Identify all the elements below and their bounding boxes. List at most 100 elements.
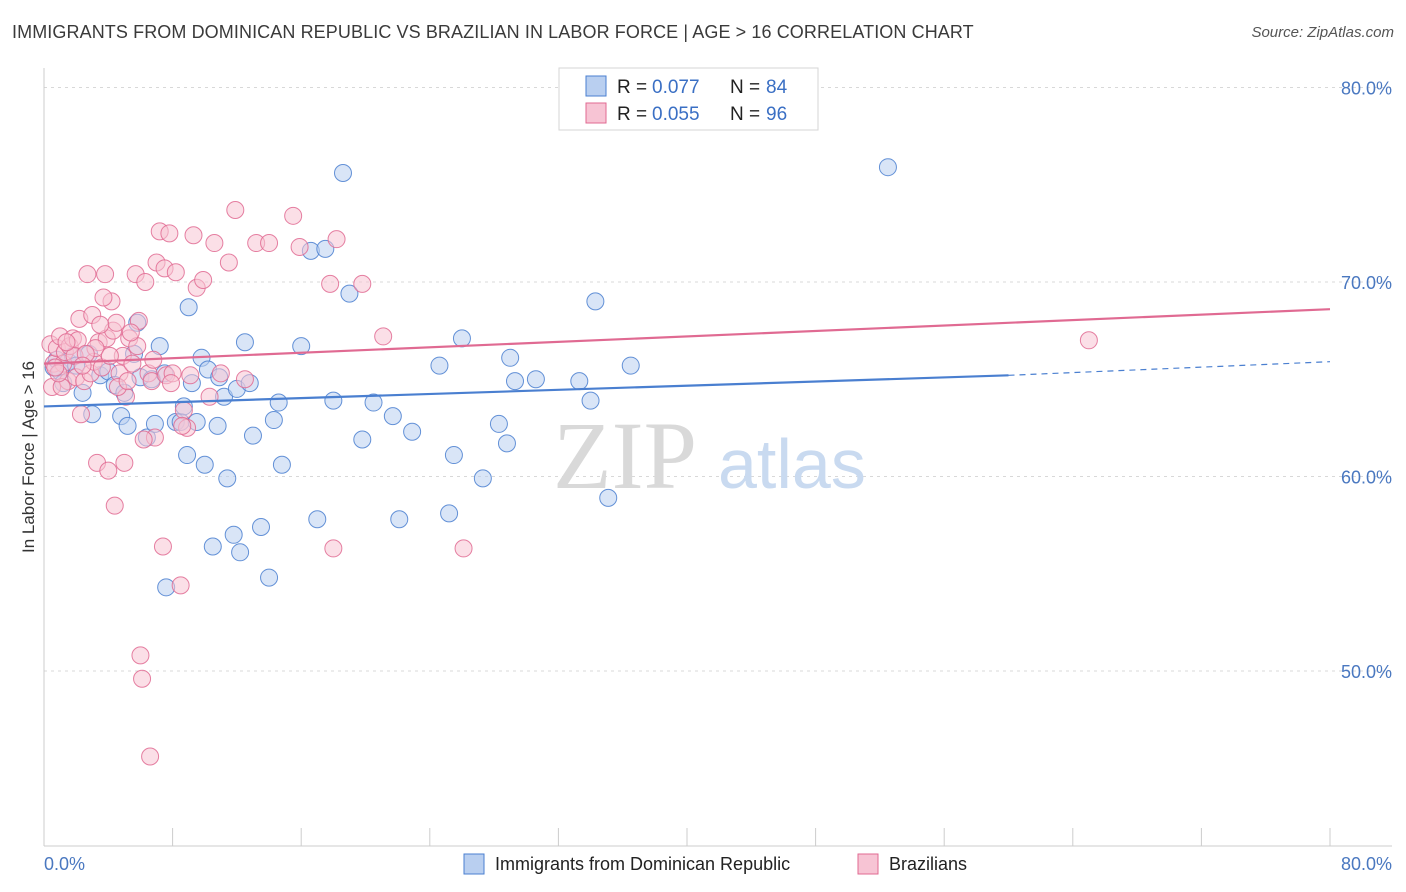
point-dominican-72 bbox=[526, 370, 545, 389]
point-brazilians-80 bbox=[161, 374, 180, 393]
point-dominican-33 bbox=[195, 455, 214, 474]
point-dominican-57 bbox=[340, 284, 359, 303]
point-dominican-45 bbox=[243, 426, 262, 445]
y-tick-label-50: 50.0% bbox=[1341, 662, 1392, 682]
point-dominican-65 bbox=[444, 446, 463, 465]
point-brazilians-67 bbox=[321, 274, 340, 293]
point-dominican-61 bbox=[390, 510, 409, 529]
point-dominican-51 bbox=[292, 337, 311, 356]
legend-n-value-brazilians: 96 bbox=[766, 104, 787, 125]
x-tick-label-max: 80.0% bbox=[1341, 854, 1392, 874]
point-dominican-67 bbox=[473, 469, 492, 488]
point-brazilians-88 bbox=[46, 358, 65, 377]
point-dominican-15 bbox=[118, 416, 137, 435]
point-brazilians-66 bbox=[290, 237, 309, 256]
point-brazilians-79 bbox=[134, 430, 153, 449]
point-brazilians-38 bbox=[136, 272, 155, 291]
point-brazilians-53 bbox=[181, 366, 200, 385]
point-dominican-36 bbox=[208, 416, 227, 435]
y-axis-title: In Labor Force | Age > 16 bbox=[19, 361, 38, 553]
point-dominican-76 bbox=[599, 488, 618, 507]
point-dominican-63 bbox=[430, 356, 449, 375]
point-brazilians-47 bbox=[160, 224, 179, 243]
data-points bbox=[41, 158, 1098, 766]
point-brazilians-71 bbox=[374, 327, 393, 346]
point-dominican-46 bbox=[252, 518, 271, 537]
legend: R = 0.077 N = 84 R = 0.055 N = 96 bbox=[558, 67, 819, 131]
point-brazilians-51 bbox=[174, 401, 193, 420]
point-dominican-58 bbox=[353, 430, 372, 449]
point-brazilians-23 bbox=[99, 461, 118, 480]
point-brazilians-14 bbox=[78, 265, 97, 284]
point-brazilians-27 bbox=[107, 313, 126, 332]
point-brazilians-61 bbox=[226, 200, 245, 219]
watermark-atlas: atlas bbox=[718, 425, 866, 503]
trend-lines bbox=[43, 308, 1331, 408]
axes bbox=[43, 68, 1392, 847]
point-brazilians-37 bbox=[133, 669, 152, 688]
point-brazilians-94 bbox=[141, 747, 160, 766]
point-dominican-48 bbox=[264, 411, 283, 430]
legend-r-label-brazilians: R = bbox=[617, 104, 647, 125]
legend-n-value-dominican: 84 bbox=[766, 77, 788, 98]
bottom-legend-swatch-brazilians bbox=[857, 853, 879, 875]
point-brazilians-84 bbox=[94, 288, 113, 307]
point-dominican-77 bbox=[621, 356, 640, 375]
point-dominican-55 bbox=[324, 391, 343, 410]
point-dominican-66 bbox=[452, 329, 471, 348]
bottom-legend-swatch-dominican bbox=[463, 853, 485, 875]
point-brazilians-89 bbox=[57, 333, 76, 352]
x-tick-label-min: 0.0% bbox=[44, 854, 85, 874]
point-dominican-71 bbox=[505, 372, 524, 391]
trend-line-dominican bbox=[43, 374, 1009, 408]
point-brazilians-60 bbox=[219, 253, 238, 272]
watermark: ZIP atlas bbox=[553, 402, 866, 509]
point-brazilians-91 bbox=[91, 315, 110, 334]
bottom-legend: Immigrants from Dominican Republic Brazi… bbox=[463, 853, 967, 875]
point-brazilians-69 bbox=[327, 230, 346, 249]
legend-swatch-dominican bbox=[585, 75, 607, 97]
point-dominican-50 bbox=[272, 455, 291, 474]
point-dominican-47 bbox=[260, 568, 279, 587]
point-brazilians-30 bbox=[115, 453, 134, 472]
point-brazilians-90 bbox=[73, 356, 92, 375]
point-dominican-43 bbox=[235, 333, 254, 352]
point-brazilians-12 bbox=[71, 405, 90, 424]
point-dominican-64 bbox=[440, 504, 459, 523]
point-dominican-53 bbox=[308, 510, 327, 529]
point-dominican-60 bbox=[383, 407, 402, 426]
point-brazilians-81 bbox=[173, 416, 192, 435]
point-dominican-56 bbox=[333, 164, 352, 183]
y-tick-label-70: 70.0% bbox=[1341, 273, 1392, 293]
point-brazilians-57 bbox=[200, 387, 219, 406]
chart-source: Source: ZipAtlas.com bbox=[1251, 24, 1394, 41]
point-brazilians-26 bbox=[105, 496, 124, 515]
point-dominican-42 bbox=[231, 543, 250, 562]
point-brazilians-72 bbox=[454, 539, 473, 558]
point-dominican-29 bbox=[179, 298, 198, 317]
point-dominican-73 bbox=[570, 372, 589, 391]
point-dominican-68 bbox=[489, 414, 508, 433]
point-brazilians-56 bbox=[194, 271, 213, 290]
point-dominican-78 bbox=[878, 158, 897, 177]
point-dominican-69 bbox=[497, 434, 516, 453]
point-dominican-35 bbox=[203, 537, 222, 556]
point-dominican-70 bbox=[501, 348, 520, 367]
point-brazilians-73 bbox=[1079, 331, 1098, 350]
legend-swatch-brazilians bbox=[585, 102, 607, 124]
point-brazilians-44 bbox=[153, 537, 172, 556]
bottom-legend-label-dominican: Immigrants from Dominican Republic bbox=[495, 854, 790, 874]
point-brazilians-64 bbox=[260, 234, 279, 253]
point-brazilians-65 bbox=[284, 206, 303, 225]
point-brazilians-62 bbox=[235, 370, 254, 389]
point-brazilians-21 bbox=[96, 265, 115, 284]
y-tick-label-60: 60.0% bbox=[1341, 467, 1392, 487]
point-brazilians-93 bbox=[118, 372, 137, 391]
point-dominican-28 bbox=[178, 446, 197, 465]
point-dominican-49 bbox=[269, 393, 288, 412]
point-dominican-59 bbox=[364, 393, 383, 412]
point-brazilians-36 bbox=[131, 646, 150, 665]
point-brazilians-54 bbox=[184, 226, 203, 245]
legend-r-label-dominican: R = bbox=[617, 77, 647, 98]
